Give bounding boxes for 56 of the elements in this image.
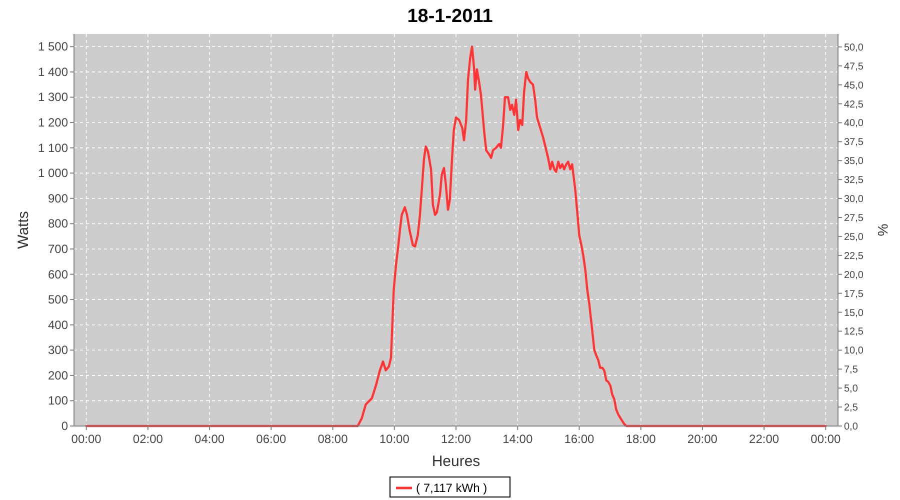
y-tick-label: 900 <box>48 191 68 206</box>
chart-title: 18-1-2011 <box>407 6 494 27</box>
y2-tick-label: 32,5 <box>844 175 864 186</box>
y2-tick-label: 37,5 <box>844 137 864 148</box>
y2-tick-label: 47,5 <box>844 61 864 72</box>
y2-tick-label: 40,0 <box>844 118 864 130</box>
y2-tick-label: 0,0 <box>844 422 858 432</box>
legend-label: ( 7,117 kWh ) <box>416 481 488 495</box>
y2-tick-label: 25,0 <box>844 232 864 243</box>
y2-tick-label: 15,0 <box>844 308 864 319</box>
y2-tick-label: 42,5 <box>844 99 864 110</box>
y-tick-label: 400 <box>48 318 68 332</box>
y-tick-label: 1 100 <box>38 140 68 155</box>
y-tick-label: 700 <box>48 242 68 256</box>
y-tick-label: 200 <box>48 368 68 382</box>
y2-tick-label: 7,5 <box>844 364 858 376</box>
x-tick-label: 16:00 <box>564 432 595 446</box>
x-tick-label: 14:00 <box>502 432 533 446</box>
y2-tick-label: 5,0 <box>844 384 858 395</box>
y2-tick-label: 50,0 <box>844 42 864 54</box>
y-tick-label: 100 <box>48 394 68 408</box>
y2-tick-label: 45,0 <box>844 80 864 92</box>
x-tick-label: 04:00 <box>194 432 225 446</box>
x-tick-label: 06:00 <box>256 432 286 446</box>
y2-tick-label: 12,5 <box>844 326 864 338</box>
x-axis-title: Heures <box>432 453 480 470</box>
y2-tick-label: 20,0 <box>844 270 864 281</box>
y-tick-label: 1 500 <box>38 40 68 54</box>
y-tick-label: 1 300 <box>38 90 68 104</box>
x-tick-label: 22:00 <box>749 432 780 446</box>
y-tick-label: 0 <box>61 419 68 433</box>
y-tick-label: 300 <box>48 343 68 358</box>
y-tick-label: 500 <box>48 292 68 307</box>
x-tick-label: 20:00 <box>687 432 718 446</box>
y2-tick-label: 30,0 <box>844 194 864 206</box>
y-tick-label: 1 400 <box>38 64 68 79</box>
line-series <box>85 46 827 428</box>
y2-tick-label: 27,5 <box>844 212 864 224</box>
x-tick-label: 08:00 <box>318 432 348 446</box>
x-tick-label: 18:00 <box>626 432 656 446</box>
y2-tick-label: 2,5 <box>844 402 858 414</box>
x-tick-label: 00:00 <box>71 432 102 446</box>
y2-tick-label: 35,0 <box>844 156 864 168</box>
y-tick-label: 800 <box>48 216 68 231</box>
y-tick-label: 1 200 <box>38 116 68 130</box>
y-axis-title: Watts <box>15 211 32 249</box>
x-tick-label: 10:00 <box>379 432 410 446</box>
x-tick-label: 02:00 <box>132 432 164 446</box>
x-tick-label: 00:00 <box>810 432 842 446</box>
y2-tick-label: 17,5 <box>844 288 864 300</box>
x-tick-label: 12:00 <box>440 432 472 446</box>
y-tick-label: 1 000 <box>38 166 68 180</box>
y2-tick-label: 10,0 <box>844 346 864 357</box>
y2-axis-title: % <box>875 224 891 236</box>
y-tick-label: 600 <box>48 267 68 282</box>
y2-tick-label: 22,5 <box>844 250 864 262</box>
